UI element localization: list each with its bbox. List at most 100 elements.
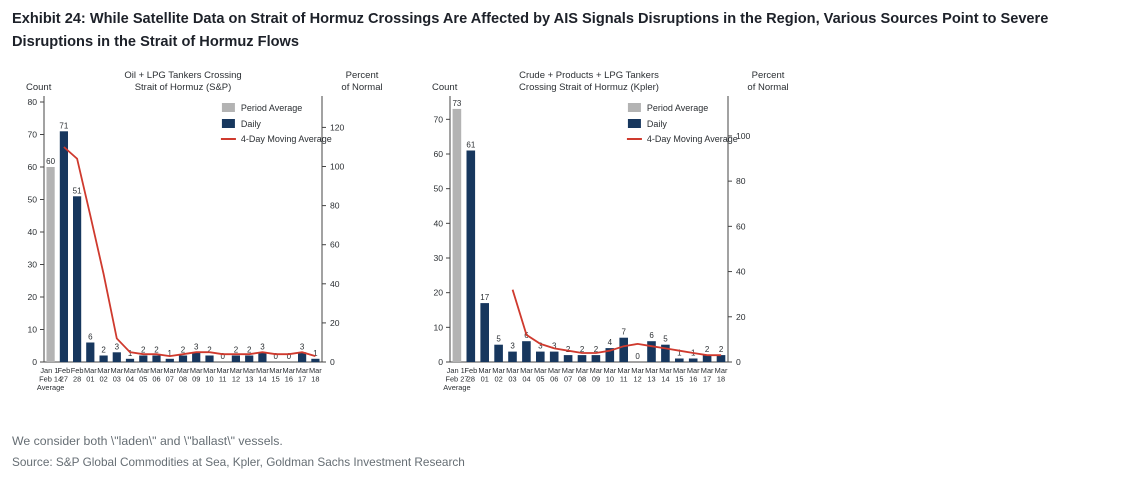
right-tick-label: 0 [330, 357, 335, 367]
legend-label-period-average: Period Average [241, 103, 302, 113]
right-tick-label: 120 [330, 122, 345, 132]
bar-value-label: 5 [496, 335, 501, 344]
bar-daily [152, 355, 161, 362]
x-tick-label: 07 [166, 375, 174, 384]
bar-daily [702, 355, 712, 362]
x-tick-label: 12 [232, 375, 240, 384]
right-axis-title-line: Percent [346, 70, 379, 81]
bar-value-label: 61 [466, 141, 475, 150]
bar-daily [494, 344, 503, 362]
left-axis-title: Count [432, 82, 458, 93]
bar-daily [125, 358, 135, 363]
charts-row: Count Oil + LPG Tankers Crossing Strait of… [6, 66, 804, 418]
x-tick-label: 01 [481, 375, 489, 384]
legend-label-moving-average: 4-Day Moving Average [241, 134, 332, 144]
left-tick-label: 20 [433, 288, 443, 298]
bar-daily [549, 351, 559, 362]
x-tick-label: Average [37, 383, 64, 392]
x-tick-label: 18 [717, 375, 725, 384]
bar-daily [245, 355, 254, 362]
bar-daily [563, 355, 573, 362]
moving-average-line [63, 146, 316, 358]
bar-daily [205, 355, 214, 362]
x-tick-label: 09 [592, 375, 600, 384]
left-tick-label: 20 [27, 292, 37, 302]
x-tick-label: 06 [152, 375, 160, 384]
x-tick-label: Mar [590, 366, 603, 375]
bar-period-average [46, 167, 55, 362]
bar-value-label: 6 [88, 333, 93, 342]
x-tick-label: Feb [57, 366, 70, 375]
bar-daily [466, 150, 476, 362]
bar-value-label: 0 [635, 352, 640, 361]
bar-daily [688, 358, 698, 362]
left-tick-label: 30 [433, 253, 443, 263]
x-tick-label: Mar [631, 366, 644, 375]
x-tick-label: Mar [243, 366, 256, 375]
bar-value-label: 2 [234, 346, 239, 355]
x-tick-label: 10 [606, 375, 614, 384]
right-tick-label: 60 [330, 240, 340, 250]
x-tick-label: Feb 14 [39, 375, 62, 384]
x-tick-label: Mar [84, 366, 97, 375]
bar-value-label: 0 [220, 352, 225, 361]
bar-daily [298, 352, 307, 363]
left-axis-title: Count [26, 82, 52, 93]
x-tick-label: 17 [703, 375, 711, 384]
bar-value-label: 3 [260, 342, 265, 351]
legend-swatch-daily [221, 119, 235, 128]
bar-daily [577, 355, 587, 362]
left-tick-label: 10 [433, 322, 443, 332]
x-tick-label: Mar [478, 366, 491, 375]
x-tick-label: Mar [97, 366, 110, 375]
x-tick-label: 13 [647, 375, 655, 384]
left-tick-label: 40 [433, 218, 443, 228]
bar-daily [311, 358, 320, 363]
bar-value-label: 2 [705, 345, 710, 354]
x-tick-label: Jan 1- [447, 366, 468, 375]
bar-value-label: 3 [538, 342, 543, 351]
left-tick-label: 80 [27, 97, 37, 107]
x-tick-label: Mar [203, 366, 216, 375]
x-tick-label: Mar [548, 366, 561, 375]
chart-title-line: Strait of Hormuz (S&P) [135, 82, 232, 93]
legend-label-period-average: Period Average [647, 103, 708, 113]
bar-daily [522, 341, 531, 362]
legend-label-daily: Daily [241, 119, 262, 129]
source-line: Source: S&P Global Commodities at Sea, K… [12, 455, 465, 469]
x-tick-label: Mar [617, 366, 630, 375]
bar-daily [591, 355, 601, 362]
right-axis-title-line: of Normal [747, 82, 788, 93]
x-tick-label: Mar [687, 366, 700, 375]
bar-daily [178, 355, 188, 362]
bar-value-label: 51 [73, 186, 82, 195]
bar-value-label: 4 [608, 338, 613, 347]
x-tick-label: Mar [576, 366, 589, 375]
bar-daily [59, 131, 68, 363]
left-tick-label: 60 [433, 149, 443, 159]
bar-value-label: 2 [594, 345, 599, 354]
bar-value-label: 1 [677, 349, 682, 358]
left-tick-label: 40 [27, 227, 37, 237]
x-tick-label: 14 [661, 375, 669, 384]
x-tick-label: 12 [634, 375, 642, 384]
bar-daily [605, 348, 615, 362]
legend-swatch-daily [627, 119, 641, 128]
x-tick-label: Mar [124, 366, 137, 375]
bar-period-average [452, 108, 462, 363]
bar-value-label: 2 [141, 346, 146, 355]
x-tick-label: 09 [192, 375, 200, 384]
bar-value-label: 7 [622, 328, 627, 337]
x-tick-label: Jan 1- [40, 366, 61, 375]
x-tick-label: 03 [113, 375, 121, 384]
x-tick-label: 05 [139, 375, 147, 384]
bar-value-label: 0 [273, 352, 278, 361]
x-tick-label: 10 [205, 375, 213, 384]
x-tick-label: 04 [126, 375, 134, 384]
bar-value-label: 60 [46, 157, 55, 166]
x-tick-label: Mar [603, 366, 616, 375]
x-tick-label: 07 [564, 375, 572, 384]
right-tick-label: 80 [330, 201, 340, 211]
